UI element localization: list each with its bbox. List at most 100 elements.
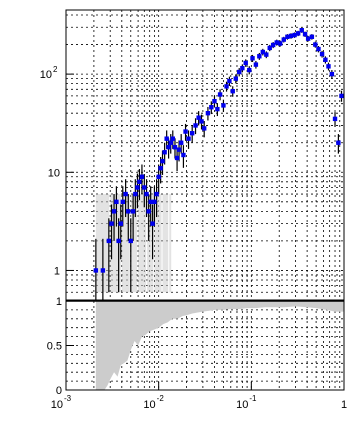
data-point [227,78,232,84]
data-point [174,155,180,161]
data-point [109,221,114,226]
data-point [240,65,245,71]
data-point [319,51,325,57]
data-point [250,56,255,61]
y-tick-label: 1 [56,296,62,308]
data-point [176,147,182,152]
data-point [264,52,269,57]
data-point [93,268,99,273]
x-tick-label: 10 [51,399,63,411]
data-point [154,191,159,197]
data-point [316,46,321,52]
uncertainty-band [138,194,147,293]
ratio-band [95,301,345,390]
data-point [148,199,153,205]
data-point [260,49,266,55]
data-point [150,221,155,226]
data-point [183,129,188,134]
data-point [305,36,311,41]
x-tick-exponent: -3 [64,394,72,403]
data-point [170,136,175,141]
data-point [267,45,272,51]
data-point [189,131,195,136]
y-tick-exponent: 2 [53,65,58,74]
data-point [292,32,297,38]
uncertainty-band [154,194,162,293]
data-point [299,28,304,33]
data-point [309,34,315,39]
uncertainty-band [130,194,138,293]
y-tick-label: 0 [56,385,62,397]
data-point [253,62,259,67]
data-point [135,185,140,190]
data-point [118,221,123,226]
data-point [126,209,131,214]
upper-markers [93,28,344,273]
upper-band [95,194,172,293]
data-point [114,199,119,205]
data-point [339,93,344,99]
y-tick-label: 1 [54,265,60,277]
data-point [116,238,121,244]
data-point [146,209,151,214]
data-point [212,98,217,104]
data-point [209,105,214,110]
x-tick-label: 10 [143,399,155,411]
uncertainty-band [169,194,172,293]
x-tick-exponent: -2 [157,394,165,403]
data-point [274,40,279,45]
data-point [224,84,229,89]
data-point [302,32,308,37]
data-point [285,34,290,39]
data-point [144,191,149,197]
data-point [168,140,173,145]
data-point [221,103,226,108]
data-point [326,64,331,69]
data-point [178,140,184,145]
data-point [329,71,335,77]
data-point [270,42,276,48]
data-point [336,140,341,145]
data-point [230,88,235,94]
y-tick-label: 10 [48,167,60,179]
data-point [215,106,220,112]
lower-xticks: 10-310-210-11 [51,382,347,411]
data-point [152,199,157,205]
data-point [106,238,112,244]
data-point [199,119,204,124]
lower-yticks: 00.51 [47,296,74,397]
data-point [120,199,125,205]
uncertainty-band [121,194,130,293]
data-point [243,60,248,66]
uncertainty-band [162,194,169,293]
uncertainty-band [147,194,154,293]
data-point [137,179,142,184]
data-point [172,145,178,150]
data-point [323,57,328,62]
data-point [158,166,163,171]
data-point [181,152,186,158]
data-point [281,37,286,42]
data-point [201,126,207,131]
x-tick-label: 10 [236,399,248,411]
data-point [332,116,338,122]
data-point [160,158,165,164]
data-point [313,42,318,47]
y-tick-label: 0.5 [47,341,62,353]
data-point [193,123,198,128]
uncertainty-band [110,194,121,293]
y-tick-label: 10 [40,69,52,81]
data-point [196,115,201,120]
data-point [288,33,294,39]
data-point [111,209,117,214]
x-tick-label: 1 [341,399,347,411]
lower-panel: 00.51 10-310-210-11 [47,296,347,411]
data-point [186,136,191,141]
data-point [257,54,262,59]
data-point [233,76,239,81]
data-point [278,41,283,46]
data-point [128,238,133,244]
data-point [217,92,223,97]
